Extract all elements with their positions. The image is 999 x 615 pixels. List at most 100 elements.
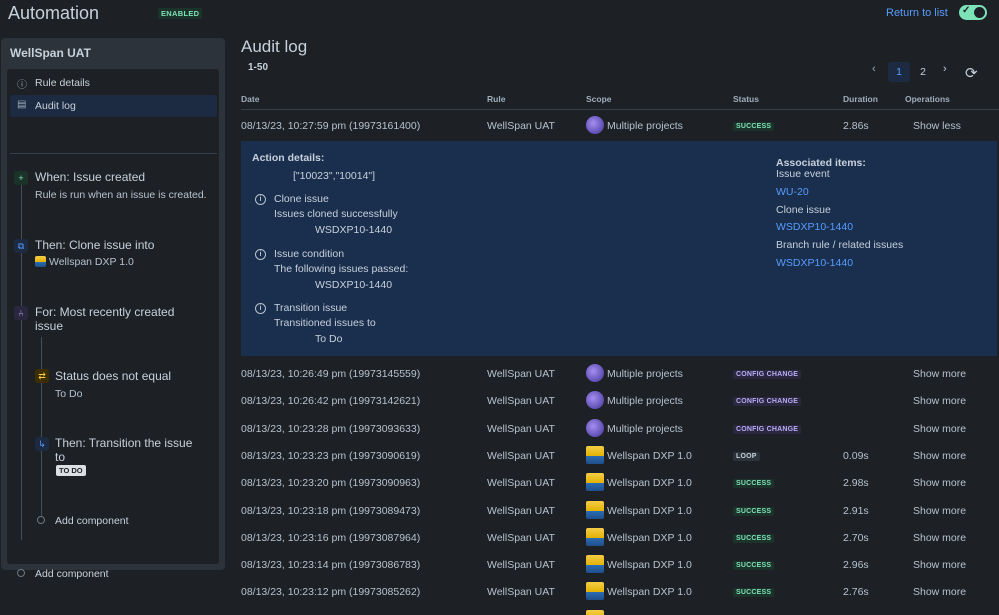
row-scope: Wellspan DXP 1.0 — [607, 559, 692, 571]
table-row: 08/13/23, 10:23:28 pm (19973093633) WellS… — [241, 415, 999, 442]
project-avatar-icon — [586, 446, 604, 464]
divider — [10, 153, 217, 154]
row-duration: 2.70s — [843, 532, 869, 544]
show-less-button[interactable]: Show less — [913, 120, 961, 132]
table-row: 08/13/23, 10:23:14 pm (19973086783) WellS… — [241, 551, 999, 578]
multiple-projects-icon — [586, 116, 604, 134]
row-duration: 2.86s — [843, 120, 869, 132]
table-row: 08/13/23, 10:23:16 pm (19973087964) WellS… — [241, 524, 999, 551]
table-row: 08/13/23, 10:26:42 pm (19973142621) WellS… — [241, 387, 999, 414]
associated-items-header: Associated items: — [776, 157, 866, 169]
toggle-knob — [974, 7, 985, 18]
row-scope: Wellspan DXP 1.0 — [607, 586, 692, 598]
add-dot-icon — [37, 516, 45, 524]
row-date: 08/13/23, 10:23:12 pm (19973085262) — [241, 586, 421, 598]
status-lozenge: TO DO — [56, 465, 86, 476]
clone-icon: ⧉ — [14, 239, 28, 253]
document-icon: ▤ — [17, 99, 27, 110]
show-more-button[interactable]: Show more — [913, 586, 967, 598]
show-more-button[interactable]: Show more — [913, 477, 967, 489]
show-more-button[interactable]: Show more — [913, 532, 967, 544]
info-icon: ⓘ — [17, 80, 27, 91]
rule-enabled-toggle[interactable]: ✓ — [959, 5, 987, 20]
nav-audit-log[interactable]: ▤ Audit log — [10, 95, 217, 117]
show-more-button[interactable]: Show more — [913, 450, 967, 462]
condition-icon: ⇄ — [35, 369, 49, 383]
detail-value: WSDXP10-1440 — [315, 224, 393, 236]
status-badge: SUCCESS — [733, 588, 775, 597]
nav-rule-details[interactable]: ⓘ Rule details — [10, 72, 217, 94]
detail-value: To Do — [315, 333, 343, 345]
row-date: 08/13/23, 10:23:16 pm (19973087964) — [241, 532, 421, 544]
app-title: Automation — [8, 3, 100, 23]
check-icon: ✓ — [962, 5, 971, 16]
detail-title: Issue condition — [274, 248, 345, 260]
column-header-rule: Rule — [487, 94, 506, 104]
associated-link[interactable]: WU-20 — [776, 186, 809, 198]
multiple-projects-icon — [586, 364, 604, 382]
branch-title[interactable]: For: Most recently created issue — [35, 305, 175, 333]
page-1-button[interactable]: 1 — [888, 62, 910, 82]
row-date: 08/13/23, 10:23:18 pm (19973089473) — [241, 505, 421, 517]
detail-title: Transition issue — [274, 302, 348, 314]
rule-panel: ⓘ Rule details ▤ Audit log + When: Issue… — [7, 69, 219, 580]
show-more-button[interactable]: Show more — [913, 395, 967, 407]
add-dot-icon — [17, 569, 25, 577]
associated-link[interactable]: WSDXP10-1440 — [776, 221, 854, 233]
project-avatar-icon — [586, 528, 604, 546]
info-icon: i — [255, 249, 266, 260]
column-header-date: Date — [241, 94, 260, 104]
status-badge: LOOP — [733, 452, 760, 461]
row-date: 08/13/23, 10:27:59 pm (19973161400) — [241, 120, 421, 132]
table-row: 08/13/23, 10:23:23 pm (19973090619) WellS… — [241, 442, 999, 469]
table-row: 08/13/23, 10:26:49 pm (19973145559) WellS… — [241, 360, 999, 387]
action-details-panel: Action details: ["10023","10014"] i Clon… — [241, 141, 997, 356]
transition-icon: ↳ — [35, 437, 49, 451]
nav-label: Audit log — [35, 100, 76, 112]
row-scope: Multiple projects — [607, 423, 683, 435]
row-duration: 2.98s — [843, 477, 869, 489]
transition-title[interactable]: Then: Transition the issue to — [55, 436, 193, 464]
project-avatar-icon — [35, 256, 46, 267]
branch-icon: ⑃ — [14, 306, 28, 320]
row-duration: 2.96s — [843, 559, 869, 571]
chevron-left-icon[interactable]: ‹ — [872, 63, 876, 75]
trigger-subtitle: Rule is run when an issue is created. — [35, 189, 207, 201]
status-badge: SUCCESS — [733, 561, 775, 570]
row-rule: WellSpan UAT — [487, 368, 555, 380]
project-avatar-icon — [586, 555, 604, 573]
trigger-title[interactable]: When: Issue created — [35, 170, 146, 184]
tree-rail — [21, 185, 22, 540]
show-more-button[interactable]: Show more — [913, 505, 967, 517]
show-more-button[interactable]: Show more — [913, 559, 967, 571]
row-date: 08/13/23, 10:26:42 pm (19973142621) — [241, 395, 421, 407]
project-avatar-icon — [586, 501, 604, 519]
row-rule: WellSpan UAT — [487, 505, 555, 517]
status-badge: SUCCESS — [733, 534, 775, 543]
return-to-list-link[interactable]: Return to list — [886, 7, 948, 19]
chevron-right-icon[interactable]: › — [943, 63, 947, 75]
show-more-button[interactable]: Show more — [913, 368, 967, 380]
rule-name: WellSpan UAT — [10, 46, 91, 60]
add-component-branch[interactable]: Add component — [55, 515, 129, 527]
associated-link[interactable]: WSDXP10-1440 — [776, 257, 854, 269]
page-title: Audit log — [241, 37, 308, 56]
row-scope: Wellspan DXP 1.0 — [607, 477, 692, 489]
condition-title[interactable]: Status does not equal — [55, 369, 172, 383]
rule-sidebar: WellSpan UAT ⓘ Rule details ▤ Audit log … — [1, 38, 225, 580]
row-date: 08/13/23, 10:23:14 pm (19973086783) — [241, 559, 421, 571]
table-row: 08/13/23, 10:23:12 pm (19973085262) WellS… — [241, 578, 999, 605]
clone-action-title[interactable]: Then: Clone issue into — [35, 238, 155, 252]
table-row: 08/13/23, 10:23:20 pm (19973090963) WellS… — [241, 469, 999, 496]
refresh-icon[interactable]: ⟳ — [965, 65, 978, 82]
status-badge: CONFIG CHANGE — [733, 397, 802, 406]
row-rule: WellSpan UAT — [487, 120, 555, 132]
info-icon: i — [255, 194, 266, 205]
show-more-button[interactable]: Show more — [913, 423, 967, 435]
row-date: 08/13/23, 10:26:49 pm (19973145559) — [241, 368, 421, 380]
detail-value: WSDXP10-1440 — [315, 279, 393, 291]
add-component-rule[interactable]: Add component — [35, 568, 109, 580]
plus-icon: + — [14, 171, 28, 185]
project-avatar-icon — [586, 610, 604, 615]
page-2-button[interactable]: 2 — [920, 66, 926, 78]
